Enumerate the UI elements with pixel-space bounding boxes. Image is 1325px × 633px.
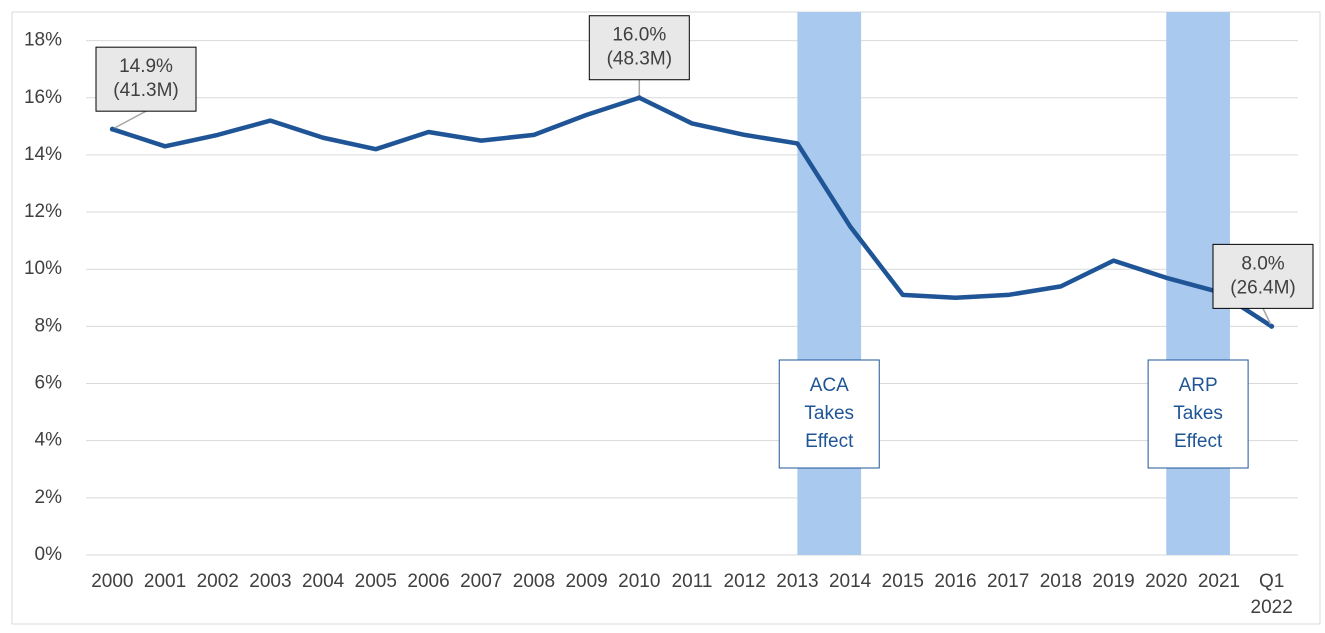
y-tick-label: 2% <box>35 487 63 508</box>
leader-line <box>1262 308 1273 327</box>
data-label-box <box>588 15 690 81</box>
x-tick-label: 2000 <box>91 571 133 592</box>
policy-band <box>797 12 862 555</box>
data-label: 16.0% (48.3M) <box>607 25 672 70</box>
x-tick-label: 2004 <box>302 571 345 592</box>
x-tick-label: 2003 <box>249 571 291 592</box>
x-tick-label: 2009 <box>565 571 607 592</box>
x-tick-label: 2021 <box>1198 571 1240 592</box>
y-tick-label: 0% <box>35 544 63 565</box>
x-tick-label: 2019 <box>1092 571 1134 592</box>
data-label-box <box>95 46 197 112</box>
y-tick-label: 6% <box>35 373 63 394</box>
band-label-box <box>778 359 880 469</box>
y-tick-label: 12% <box>24 201 62 222</box>
x-tick-label: 2017 <box>987 571 1029 592</box>
label-point <box>109 126 115 132</box>
x-tick-label: 2001 <box>144 571 186 592</box>
label-point <box>1269 323 1275 329</box>
data-label: 14.9% (41.3M) <box>113 56 178 101</box>
chart-frame <box>11 11 1321 625</box>
band-label: ACA Takes Effect <box>804 375 854 452</box>
x-tick-label: 2015 <box>882 571 924 592</box>
y-tick-label: 10% <box>24 258 62 279</box>
x-tick-label: 2018 <box>1040 571 1082 592</box>
x-tick-label: 2006 <box>407 571 449 592</box>
y-tick-label: 8% <box>35 315 63 336</box>
data-label: 8.0% (26.4M) <box>1230 253 1295 298</box>
y-tick-label: 18% <box>24 30 62 51</box>
leader-line <box>111 110 147 130</box>
y-tick-label: 14% <box>24 144 62 165</box>
y-tick-label: 16% <box>24 87 62 108</box>
x-tick-label: 2010 <box>618 571 660 592</box>
x-tick-label: 2007 <box>460 571 502 592</box>
x-tick-label: 2020 <box>1145 571 1187 592</box>
x-tick-label: 2012 <box>724 571 766 592</box>
data-label-box <box>1212 243 1314 309</box>
x-tick-label: 2013 <box>776 571 818 592</box>
x-tick-label: 2011 <box>672 571 713 592</box>
x-tick-label: 2016 <box>934 571 976 592</box>
x-tick-label: 2002 <box>197 571 239 592</box>
x-tick-label: 2014 <box>829 571 872 592</box>
band-label: ARP Takes Effect <box>1173 375 1223 452</box>
band-label-box <box>1147 359 1249 469</box>
y-tick-label: 4% <box>35 430 63 451</box>
x-tick-label: 2005 <box>355 571 397 592</box>
label-point <box>636 95 642 101</box>
data-line <box>111 95 1273 329</box>
x-tick-label: 2008 <box>513 571 555 592</box>
x-tick-label: Q1 2022 <box>1251 571 1293 618</box>
